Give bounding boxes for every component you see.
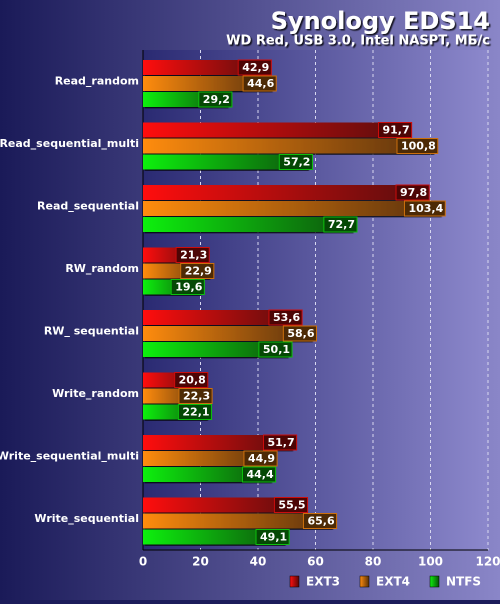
- value-label-box: [278, 154, 313, 170]
- category-label: Read_random: [55, 74, 139, 87]
- chart-title: Synology EDS14: [271, 7, 490, 35]
- bar: [143, 342, 288, 357]
- legend-label: EXT3: [306, 575, 340, 589]
- value-label: 65,6: [307, 515, 334, 528]
- value-label-box: [177, 404, 213, 420]
- x-tick-label: 40: [250, 555, 267, 569]
- category-label: Read_sequential: [37, 199, 139, 212]
- value-label: 22,3: [183, 390, 210, 403]
- bar: [143, 154, 308, 170]
- value-label: 97,8: [400, 186, 427, 199]
- value-label-box: [396, 138, 439, 154]
- value-label: 22,1: [182, 406, 209, 419]
- value-label-box: [302, 513, 338, 529]
- category-label: Write_sequential_multi: [0, 449, 139, 462]
- value-label: 51,7: [267, 436, 294, 449]
- category-label: Write_random: [52, 387, 139, 400]
- bar: [143, 201, 441, 216]
- value-label: 72,7: [328, 218, 355, 231]
- legend-swatch: [289, 575, 300, 588]
- bar: [143, 138, 433, 154]
- bar: [143, 529, 285, 545]
- x-tick-label: 20: [192, 555, 209, 569]
- bar: [143, 217, 353, 232]
- value-label: 19,6: [175, 281, 202, 294]
- value-label: 55,5: [278, 499, 305, 512]
- value-label: 44,4: [247, 468, 274, 481]
- value-label: 20,8: [179, 374, 206, 387]
- bar: [143, 513, 332, 529]
- bar: [143, 122, 407, 138]
- value-label-box: [403, 200, 446, 217]
- value-label: 91,7: [382, 124, 409, 137]
- bar: [143, 76, 272, 91]
- value-label: 58,6: [287, 327, 314, 340]
- x-tick-label: 80: [365, 555, 382, 569]
- bar: [143, 451, 273, 466]
- value-label-box: [323, 216, 358, 233]
- bar: [143, 435, 292, 450]
- value-label: 44,6: [247, 77, 274, 90]
- value-label-box: [282, 325, 317, 342]
- value-label-box: [243, 450, 278, 467]
- value-label: 100,8: [401, 140, 436, 153]
- chart-subtitle: WD Red, USB 3.0, Intel NASPT, МБ/с: [226, 34, 490, 49]
- value-label: 53,6: [273, 311, 300, 324]
- value-label-box: [178, 388, 213, 404]
- value-label-box: [198, 91, 233, 108]
- category-label: RW_ sequential: [44, 324, 139, 337]
- x-tick-label: 60: [307, 555, 324, 569]
- value-label: 42,9: [242, 61, 269, 74]
- category-label: Read_sequential_multi: [0, 137, 139, 150]
- bar: [143, 467, 271, 482]
- bar: [143, 497, 303, 513]
- value-label-box: [395, 184, 430, 201]
- legend-swatch: [429, 575, 440, 588]
- value-label-box: [242, 466, 277, 483]
- value-label: 44,9: [248, 452, 275, 465]
- value-label-box: [174, 372, 209, 388]
- value-label-box: [262, 434, 298, 451]
- value-label-box: [242, 75, 277, 92]
- x-tick-label: 0: [139, 555, 147, 569]
- legend-swatch: [359, 575, 370, 588]
- value-label-box: [237, 59, 272, 76]
- value-label-box: [268, 309, 303, 326]
- value-label: 29,2: [203, 93, 230, 106]
- value-label-box: [170, 279, 205, 295]
- value-label-box: [180, 263, 215, 279]
- value-label: 21,3: [180, 249, 207, 262]
- value-label-box: [377, 122, 413, 138]
- legend-label: NTFS: [446, 575, 481, 589]
- x-tick-label: 120: [475, 555, 500, 569]
- value-label-box: [175, 247, 210, 263]
- legend-label: EXT4: [376, 575, 410, 589]
- value-label-box: [258, 341, 293, 358]
- bar: [143, 326, 312, 341]
- value-label: 22,9: [185, 265, 212, 278]
- x-tick-label: 100: [418, 555, 443, 569]
- value-label-box: [255, 529, 290, 545]
- value-label: 50,1: [263, 343, 290, 356]
- value-label: 103,4: [408, 202, 443, 215]
- bar: [143, 310, 298, 325]
- category-label: RW_random: [65, 262, 139, 275]
- category-label: Write_sequential: [34, 512, 139, 525]
- bar: [143, 60, 267, 75]
- bar: [143, 185, 425, 200]
- value-label-box: [273, 497, 309, 513]
- value-label: 49,1: [260, 531, 287, 544]
- value-label: 57,2: [283, 156, 310, 169]
